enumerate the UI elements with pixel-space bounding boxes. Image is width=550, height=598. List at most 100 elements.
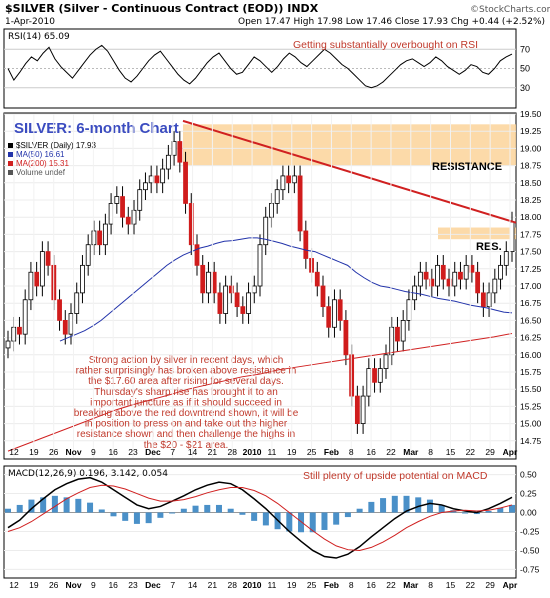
candle-body xyxy=(366,368,372,397)
legend-entry: MA(200) 15.31 xyxy=(16,159,69,168)
macd-histogram-bar xyxy=(110,512,117,517)
macd-histogram-bar xyxy=(497,507,504,513)
candle-body xyxy=(91,230,97,246)
macd-histogram-bar xyxy=(391,495,398,513)
candle-body xyxy=(97,230,103,246)
x-tick-label-bottom: 29 xyxy=(485,580,495,590)
macd-histogram-bar xyxy=(368,501,375,513)
candle-body xyxy=(251,285,257,294)
candle-body xyxy=(22,299,28,335)
candle-body xyxy=(39,251,45,287)
candle-body xyxy=(160,168,166,184)
candle-body xyxy=(297,175,303,232)
x-tick-label: 22 xyxy=(386,447,396,457)
price-tick-label: 19.50 xyxy=(520,109,542,119)
macd-tick-label: 0.50 xyxy=(520,470,537,480)
x-tick-label-bottom: 11 xyxy=(268,580,277,590)
legend-swatch xyxy=(8,161,13,166)
price-annotation-line: Thursday's sharp rise has brought it to … xyxy=(94,387,278,398)
price-tick-label: 18.50 xyxy=(520,178,542,188)
candle-body xyxy=(458,271,463,280)
x-tick-label-bottom: 21 xyxy=(208,580,218,590)
x-tick-label-bottom: 22 xyxy=(466,580,476,590)
macd-histogram-bar xyxy=(380,498,387,513)
ma50-line xyxy=(59,237,513,342)
macd-histogram-bar xyxy=(462,512,469,514)
macd-histogram-bar xyxy=(415,497,422,513)
x-tick-label: Feb xyxy=(324,447,339,457)
x-tick-label-bottom: 2010 xyxy=(243,580,262,590)
candle-body xyxy=(498,264,503,280)
ma200-line xyxy=(7,332,513,452)
legend-swatch xyxy=(8,170,13,175)
price-tick-label: 18.25 xyxy=(520,195,542,205)
macd-layer: 0.50 0.25 0.00 -0.25 -0.50 -0.75 xyxy=(4,470,540,574)
x-tick-label-bottom: 14 xyxy=(188,580,198,590)
candle-body xyxy=(17,326,22,335)
candle-body xyxy=(85,244,91,266)
macd-histogram-bar xyxy=(251,512,258,521)
macd-histogram-bar xyxy=(509,504,515,513)
x-tick-label-bottom: 15 xyxy=(446,580,456,590)
price-tick-label: 17.50 xyxy=(520,247,542,257)
macd-histogram-bar xyxy=(87,502,94,513)
macd-histogram-bar xyxy=(344,512,351,518)
macd-histogram-bar xyxy=(51,495,58,513)
macd-histogram-bar xyxy=(122,512,129,521)
candle-body xyxy=(62,319,68,335)
candle-body xyxy=(114,196,120,204)
chart-quote: Open 17.47 High 17.98 Low 17.46 Close 17… xyxy=(238,17,545,27)
macd-histogram-bar xyxy=(286,512,293,532)
candle-body xyxy=(68,313,74,335)
candle-body xyxy=(435,264,440,287)
price-tick-label: 19.25 xyxy=(520,126,542,136)
price-annotation-line: rather surprisingly has broken above res… xyxy=(76,366,297,377)
price-tick-label: 15.25 xyxy=(520,401,542,411)
x-tick-label: 19 xyxy=(287,447,297,457)
macd-histogram-bar xyxy=(63,497,70,513)
macd-histogram-bar xyxy=(426,499,433,513)
candle-body xyxy=(177,141,183,163)
candle-body xyxy=(503,251,509,266)
candle-body xyxy=(246,292,251,314)
x-tick-label: 23 xyxy=(128,447,138,457)
x-tick-label: 2010 xyxy=(243,447,262,457)
legend-swatch xyxy=(8,152,13,157)
rsi-line xyxy=(7,44,513,89)
candle-body xyxy=(108,203,114,225)
candle-body xyxy=(417,271,423,287)
x-tick-label-bottom: 16 xyxy=(108,580,118,590)
x-tick-label: 8 xyxy=(349,447,354,457)
x-tick-label-bottom: 25 xyxy=(307,580,317,590)
legend-entry: $SILVER (Daily) 17.93 xyxy=(16,141,96,150)
price-annotation: Strong action by silver in recent days, … xyxy=(74,355,299,451)
candle-body xyxy=(480,292,486,308)
candle-body xyxy=(486,292,492,308)
price-annotation-line: the $17.60 area after rising for several… xyxy=(88,376,284,387)
candle-body xyxy=(291,175,297,184)
price-tick-label: 19.00 xyxy=(520,143,542,153)
x-tick-label-bottom: 12 xyxy=(9,580,19,590)
macd-histogram-bar xyxy=(215,504,222,513)
x-tick-label-bottom: 8 xyxy=(349,580,354,590)
res-small-label: RES. xyxy=(476,241,502,253)
x-tick-label: 25 xyxy=(307,447,317,457)
candle-body xyxy=(188,203,194,246)
candle-body xyxy=(143,182,148,191)
x-tick-label-bottom: 26 xyxy=(49,580,59,590)
candle-body xyxy=(228,285,234,294)
candle-body xyxy=(354,395,360,424)
candle-body xyxy=(80,264,85,294)
rsi-annotation: Getting substantially overbought on RSI xyxy=(293,39,478,51)
macd-histogram-bar xyxy=(333,512,340,525)
candle-body xyxy=(137,189,143,211)
x-tick-label-bottom: Mar xyxy=(403,580,419,590)
price-annotation-line: resistance shown and then challenge the … xyxy=(77,429,295,440)
price-annotation-line: important juncture as if it should succe… xyxy=(90,397,282,408)
price-annotation-line: the $20 - $21 area. xyxy=(144,440,229,451)
x-tick-label: 9 xyxy=(91,447,96,457)
rsi-tick-label: 50 xyxy=(520,64,530,74)
candle-body xyxy=(263,216,269,246)
x-tick-label: Nov xyxy=(65,447,81,457)
